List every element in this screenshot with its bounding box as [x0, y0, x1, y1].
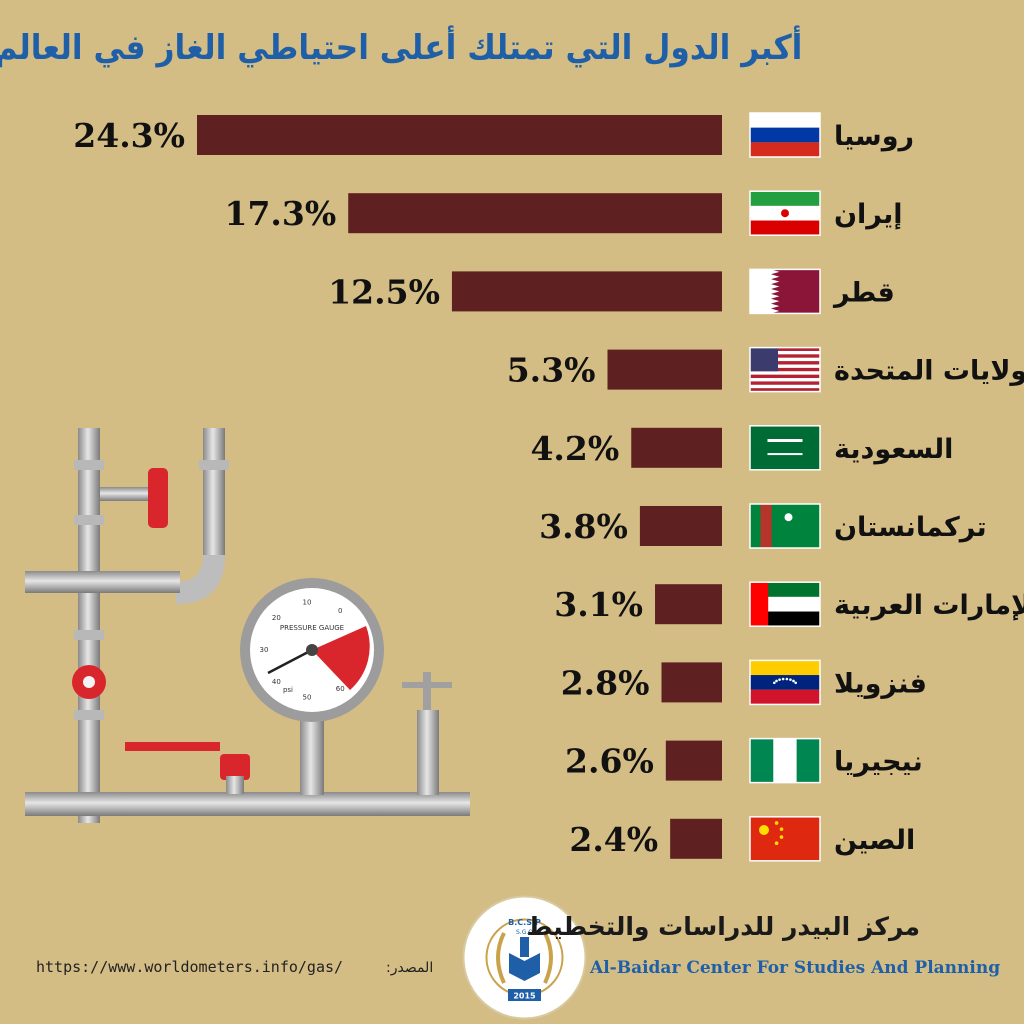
- category-label: قطر: [832, 277, 895, 308]
- data-label: 24.3%: [73, 116, 185, 155]
- bar: [670, 818, 722, 859]
- pipe-vertical-right: [203, 428, 225, 558]
- category-label: الصين: [834, 825, 915, 856]
- gauge-tick-label: 20: [272, 614, 281, 622]
- bar: [665, 740, 722, 781]
- center-name-english: Al-Baidar Center For Studies And Plannin…: [590, 958, 1001, 978]
- saudi-flag-icon: [749, 425, 821, 471]
- source-link[interactable]: https://www.worldometers.info/gas/: [36, 958, 344, 976]
- bar: [661, 662, 722, 703]
- pipe-vertical-left: [78, 428, 100, 823]
- category-label: السعودية: [834, 434, 953, 465]
- bar: [451, 271, 722, 312]
- category-label: الولايات المتحدة: [834, 356, 1024, 387]
- bar: [655, 584, 722, 625]
- data-label: 17.3%: [225, 194, 337, 233]
- source-label: المصدر:: [386, 960, 434, 976]
- pipe-illustration: PRESSURE GAUGE psi 0 10 20 30 40 50 60: [25, 428, 470, 823]
- turkmenistan-flag-icon: [749, 503, 821, 549]
- bar: [639, 506, 722, 546]
- bar: [348, 193, 722, 234]
- category-label: روسيا: [834, 121, 914, 152]
- data-label: 2.4%: [569, 820, 658, 859]
- data-label: 4.2%: [530, 429, 619, 468]
- valve-handle-top: [148, 468, 168, 528]
- logo-sub: S.G.O: [516, 929, 533, 936]
- category-label: الإمارات العربية: [834, 590, 1024, 621]
- bar-chart: 24.3% روسيا 17.3% إيران 12.5% قطر 5.3% الولايات…: [73, 112, 1024, 862]
- gauge-label: PRESSURE GAUGE: [280, 624, 344, 632]
- pipe-vertical-small: [417, 710, 439, 795]
- data-label: 3.8%: [539, 507, 628, 546]
- gauge-tick-label: 40: [272, 678, 281, 686]
- category-label: إيران: [834, 199, 903, 230]
- china-flag-icon: [749, 816, 821, 862]
- category-label: تركمانستان: [834, 512, 987, 543]
- gauge-tick-label: 0: [338, 607, 342, 615]
- usa-flag-icon: [749, 346, 821, 393]
- center-name-arabic: مركز البيدر للدراسات والتخطيط: [526, 912, 920, 941]
- chart-title: أكبر الدول التي تمتلك أعلى احتياطي الغاز…: [0, 28, 803, 68]
- bar: [631, 427, 722, 468]
- gauge-unit: psi: [283, 686, 293, 694]
- pipe-elbow: [176, 555, 225, 604]
- data-label: 2.6%: [565, 742, 654, 781]
- russia-flag-icon: [749, 112, 821, 158]
- logo-abbr: B.C.S.P: [508, 918, 541, 927]
- uae-flag-icon: [749, 581, 821, 627]
- qatar-flag-icon: [749, 268, 821, 315]
- data-label: 2.8%: [561, 663, 650, 702]
- iran-flag-icon: [749, 190, 821, 236]
- gauge-tick-label: 10: [303, 598, 312, 606]
- nigeria-flag-icon: [749, 737, 821, 784]
- category-label: فنزويلا: [834, 668, 927, 699]
- category-label: نيجيريا: [834, 747, 923, 778]
- data-label: 5.3%: [507, 351, 596, 390]
- bar: [197, 115, 722, 155]
- data-label: 3.1%: [554, 585, 643, 624]
- pipe-horizontal-bottom: [25, 792, 470, 816]
- gauge-tick-label: 30: [260, 646, 269, 654]
- ball-valve: [220, 754, 250, 780]
- data-label: 12.5%: [328, 272, 440, 311]
- bar: [607, 349, 722, 390]
- gauge-tick-label: 60: [336, 685, 345, 693]
- logo-year: 2015: [513, 992, 536, 1001]
- center-logo: B.C.S.P S.G.O 2015: [462, 895, 587, 1020]
- pipe-horizontal-top: [25, 571, 180, 593]
- venezuela-flag-icon: [749, 659, 821, 706]
- gauge-tick-label: 50: [303, 694, 312, 702]
